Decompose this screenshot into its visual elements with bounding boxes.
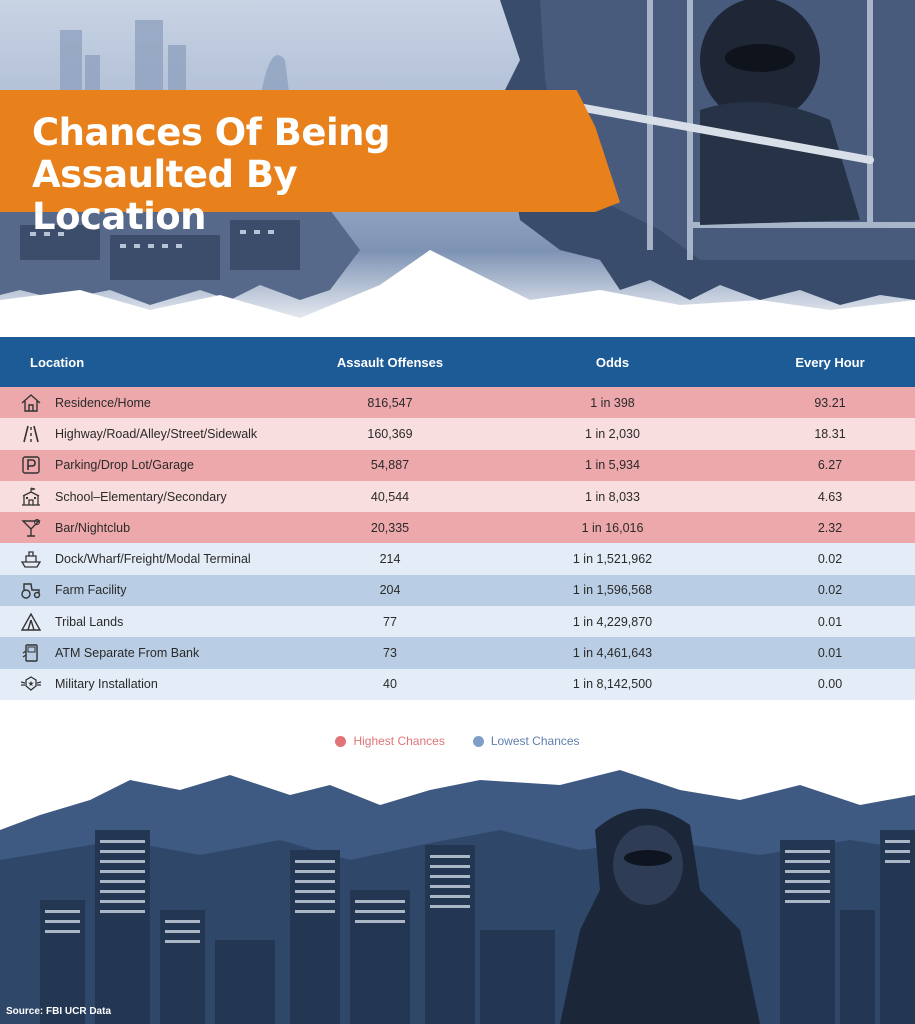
cell-every-hour: 0.01 bbox=[817, 614, 843, 629]
cell-odds: 1 in 8,033 bbox=[585, 489, 640, 504]
cell-offenses: 40 bbox=[383, 677, 397, 692]
column-header-every-hour: Every Hour bbox=[795, 354, 865, 370]
cell-location: Residence/Home bbox=[0, 393, 300, 413]
table-row: Farm Facility 204 1 in 1,596,568 0.02 bbox=[0, 574, 915, 607]
location-label: Military Installation bbox=[55, 677, 158, 692]
school-icon bbox=[20, 486, 42, 507]
location-label: Residence/Home bbox=[55, 395, 151, 410]
legend-item-lowest: Lowest Chances bbox=[472, 734, 580, 748]
cell-every-hour: 0.02 bbox=[817, 552, 843, 567]
cell-every-hour: 18.31 bbox=[814, 426, 846, 441]
cell-every-hour: 2.32 bbox=[817, 520, 843, 535]
cell-location: Farm Facility bbox=[0, 580, 300, 600]
cell-odds: 1 in 1,521,962 bbox=[572, 552, 653, 567]
cell-every-hour: 6.27 bbox=[817, 458, 843, 473]
cocktail-icon bbox=[20, 518, 42, 538]
legend-label-highest: Highest Chances bbox=[353, 734, 445, 748]
cell-offenses: 77 bbox=[383, 614, 397, 629]
tent-icon bbox=[20, 612, 42, 632]
table-row: Parking/Drop Lot/Garage 54,887 1 in 5,934 6… bbox=[0, 449, 915, 481]
cell-every-hour: 0.00 bbox=[817, 677, 843, 692]
cell-every-hour: 4.63 bbox=[817, 489, 843, 504]
cell-location: ATM Separate From Bank bbox=[0, 643, 300, 663]
hero-city-illustration bbox=[0, 0, 915, 335]
legend-label-lowest: Lowest Chances bbox=[490, 734, 580, 748]
cell-odds: 1 in 1,596,568 bbox=[572, 583, 653, 598]
cell-odds: 1 in 8,142,500 bbox=[572, 677, 653, 692]
cell-every-hour: 0.02 bbox=[817, 583, 843, 598]
cell-offenses: 204 bbox=[379, 583, 401, 598]
location-label: School–Elementary/Secondary bbox=[55, 489, 227, 504]
table-row: Military Installation 40 1 in 8,142,500 0.0… bbox=[0, 668, 915, 700]
location-label: Dock/Wharf/Freight/Modal Terminal bbox=[55, 552, 251, 567]
cell-odds: 1 in 398 bbox=[590, 395, 635, 410]
atm-icon bbox=[20, 643, 42, 663]
cell-odds: 1 in 16,016 bbox=[581, 520, 644, 535]
tractor-icon bbox=[20, 580, 42, 600]
cell-location: Military Installation bbox=[0, 674, 300, 694]
location-label: Parking/Drop Lot/Garage bbox=[55, 458, 194, 473]
location-label: Tribal Lands bbox=[55, 614, 124, 629]
table-row: ATM Separate From Bank 73 1 in 4,461,643 0.… bbox=[0, 637, 915, 669]
table-row: Residence/Home 816,547 1 in 398 93.21 bbox=[0, 387, 915, 419]
military-badge-icon bbox=[20, 674, 42, 694]
cell-location: Bar/Nightclub bbox=[0, 518, 300, 538]
cell-offenses: 73 bbox=[383, 646, 397, 661]
cell-offenses: 54,887 bbox=[370, 458, 410, 473]
table-body: Residence/Home 816,547 1 in 398 93.21 Highwa… bbox=[0, 387, 915, 700]
cell-offenses: 816,547 bbox=[367, 395, 413, 410]
legend-dot-highest bbox=[335, 735, 347, 747]
column-header-odds: Odds bbox=[595, 354, 630, 370]
legend-dot-lowest bbox=[472, 735, 484, 747]
column-header-location: Location bbox=[30, 354, 85, 370]
cell-location: Dock/Wharf/Freight/Modal Terminal bbox=[0, 549, 300, 569]
table-row: Bar/Nightclub 20,335 1 in 16,016 2.32 bbox=[0, 512, 915, 544]
cell-odds: 1 in 5,934 bbox=[585, 458, 640, 473]
column-header-offenses: Assault Offenses bbox=[336, 354, 444, 370]
cell-every-hour: 93.21 bbox=[814, 395, 846, 410]
cell-location: School–Elementary/Secondary bbox=[0, 486, 300, 507]
table-row: Dock/Wharf/Freight/Modal Terminal 214 1 in… bbox=[0, 543, 915, 575]
legend: Highest Chances Lowest Chances bbox=[0, 734, 915, 748]
house-icon bbox=[20, 393, 42, 413]
hero-banner: Chances Of Being Assaulted By Location bbox=[0, 0, 915, 335]
cell-location: Highway/Road/Alley/Street/Sidewalk bbox=[0, 424, 300, 444]
cell-offenses: 160,369 bbox=[367, 426, 413, 441]
title-banner bbox=[0, 90, 620, 212]
table-header: Location Assault Offenses Odds Every Hou… bbox=[0, 337, 915, 387]
page-title: Chances Of Being Assaulted By Location bbox=[32, 111, 390, 238]
cell-offenses: 20,335 bbox=[370, 520, 410, 535]
location-label: ATM Separate From Bank bbox=[55, 646, 200, 661]
bottom-city-illustration bbox=[0, 770, 915, 1024]
cell-location: Tribal Lands bbox=[0, 612, 300, 632]
city-skyline bbox=[0, 770, 915, 1024]
assault-odds-table: Location Assault Offenses Odds Every Hou… bbox=[0, 337, 915, 700]
legend-item-highest: Highest Chances bbox=[335, 734, 445, 748]
table-row: Tribal Lands 77 1 in 4,229,870 0.01 bbox=[0, 606, 915, 638]
table-row: Highway/Road/Alley/Street/Sidewalk 160,36… bbox=[0, 418, 915, 450]
source-note: Source: FBI UCR Data bbox=[6, 1006, 112, 1017]
cell-odds: 1 in 4,229,870 bbox=[572, 614, 653, 629]
table-row: School–Elementary/Secondary 40,544 1 in 8,… bbox=[0, 480, 915, 513]
cell-offenses: 214 bbox=[379, 552, 401, 567]
cell-odds: 1 in 2,030 bbox=[585, 426, 640, 441]
cell-odds: 1 in 4,461,643 bbox=[572, 646, 653, 661]
ship-icon bbox=[20, 549, 42, 569]
cell-location: Parking/Drop Lot/Garage bbox=[0, 455, 300, 475]
location-label: Farm Facility bbox=[55, 583, 127, 598]
location-label: Bar/Nightclub bbox=[55, 520, 131, 535]
road-icon bbox=[20, 424, 42, 444]
cell-every-hour: 0.01 bbox=[817, 646, 843, 661]
parking-icon bbox=[20, 455, 42, 475]
location-label: Highway/Road/Alley/Street/Sidewalk bbox=[55, 426, 258, 441]
cell-offenses: 40,544 bbox=[370, 489, 410, 504]
